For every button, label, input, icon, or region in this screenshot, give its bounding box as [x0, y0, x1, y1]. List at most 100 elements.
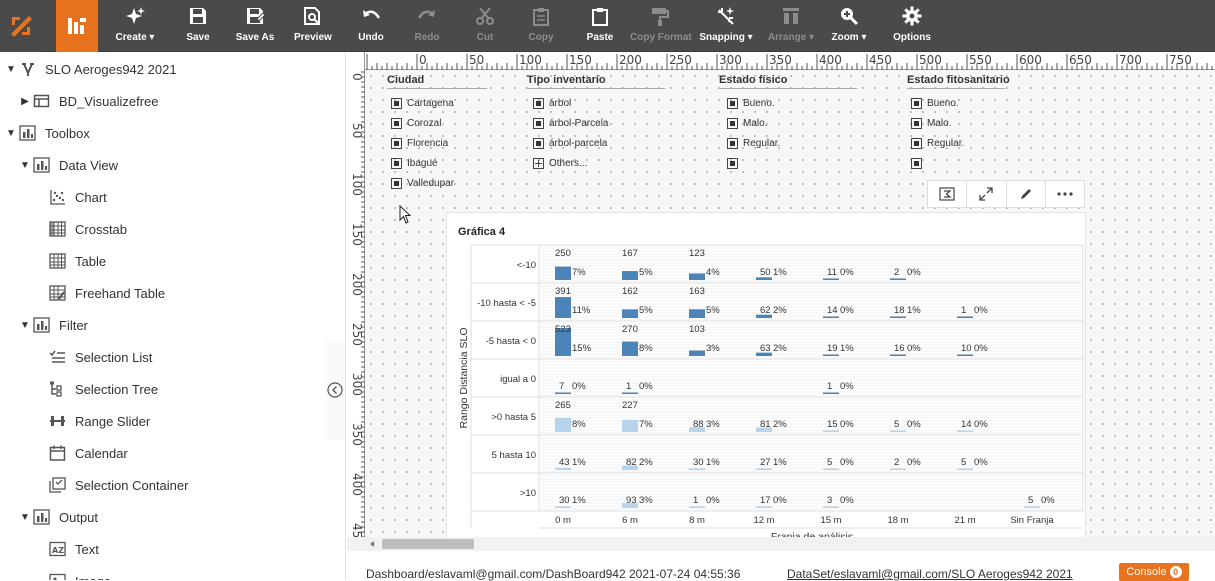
sidebar-item-text[interactable]: AZ Text	[48, 539, 99, 559]
selection-list-item[interactable]: árbol-parcela	[533, 133, 665, 153]
bar[interactable]	[756, 277, 772, 280]
selection-list-item[interactable]: Regular.	[911, 133, 1005, 153]
checkbox[interactable]	[911, 97, 922, 109]
bar[interactable]	[890, 316, 906, 319]
bar[interactable]	[756, 506, 772, 509]
sidebar-item-image[interactable]: Image	[48, 571, 111, 580]
bar[interactable]	[622, 392, 638, 395]
sidebar-item-output[interactable]: ▼ Output	[18, 507, 98, 527]
checkbox[interactable]	[533, 117, 544, 129]
bar[interactable]	[555, 417, 571, 432]
bar[interactable]	[622, 465, 638, 470]
cut-button[interactable]: Cut	[475, 4, 495, 50]
dashboard-canvas[interactable]: 0 50 100 150 200 250 300 350 400 450 500 550 600 650 7…	[347, 52, 1215, 545]
redo-button[interactable]: Redo	[414, 4, 440, 50]
checkbox[interactable]	[391, 137, 402, 149]
checkbox[interactable]	[727, 117, 738, 129]
dataset-path-link[interactable]: DataSet/eslavaml@gmail.com/SLO Aeroges94…	[787, 567, 1073, 581]
expand-icon[interactable]	[967, 181, 1007, 207]
selection-list-item[interactable]: Bueno.	[911, 93, 1005, 113]
more-icon[interactable]	[1046, 181, 1084, 207]
selection-list-item[interactable]: Others...	[533, 153, 665, 173]
selection-list-item[interactable]	[727, 153, 857, 173]
checkbox[interactable]	[911, 137, 922, 149]
bar[interactable]	[756, 352, 772, 356]
collapse-sidebar-button[interactable]	[325, 340, 345, 440]
checkbox[interactable]	[391, 177, 402, 189]
copy-format-button[interactable]: Copy Format	[630, 4, 692, 50]
bar[interactable]	[622, 419, 638, 432]
bar[interactable]	[890, 278, 906, 281]
expand-plus-icon[interactable]	[533, 157, 544, 169]
bar[interactable]	[823, 468, 839, 471]
sidebar-item-filter[interactable]: ▼ Filter	[18, 315, 88, 335]
checkbox[interactable]	[911, 157, 922, 169]
sidebar-item-chart[interactable]: Chart	[48, 187, 107, 207]
checkbox[interactable]	[727, 137, 738, 149]
scrollbar-thumb[interactable]	[382, 539, 474, 549]
sidebar-item-calendar[interactable]: Calendar	[48, 443, 128, 463]
bar[interactable]	[823, 278, 839, 281]
bar[interactable]	[957, 468, 973, 471]
checkbox[interactable]	[727, 97, 738, 109]
bar[interactable]	[622, 341, 638, 356]
bar[interactable]	[823, 316, 839, 319]
app-logo-icon[interactable]	[0, 0, 42, 52]
edit-pencil-icon[interactable]	[1007, 181, 1046, 207]
sidebar-item-freehand-table[interactable]: Freehand Table	[48, 283, 165, 303]
caret-down-icon[interactable]: ▼	[20, 511, 30, 523]
bar[interactable]	[689, 309, 705, 318]
bar[interactable]	[957, 354, 973, 357]
bar[interactable]	[689, 427, 705, 432]
bar[interactable]	[823, 430, 839, 433]
caret-down-icon[interactable]: ▼	[20, 319, 30, 331]
undo-button[interactable]: Undo	[358, 4, 384, 50]
selection-list-item[interactable]: Valledupar	[391, 173, 487, 193]
console-button[interactable]: Console 0	[1119, 563, 1189, 581]
selection-list-item[interactable]: árbol	[533, 93, 665, 113]
selection-list-item[interactable]: Corozal	[391, 113, 487, 133]
save-button[interactable]: Save	[185, 4, 211, 50]
sidebar-item-selection-list[interactable]: Selection List	[48, 347, 152, 367]
selection-list-item[interactable]: Ibagué	[391, 153, 487, 173]
bar[interactable]	[689, 350, 705, 356]
bar[interactable]	[622, 271, 638, 280]
selection-list-item[interactable]: Cartagena	[391, 93, 487, 113]
bar[interactable]	[890, 468, 906, 471]
checkbox[interactable]	[533, 97, 544, 109]
bar[interactable]	[756, 427, 772, 432]
selection-list-item[interactable]: Malo.	[727, 113, 857, 133]
bar[interactable]	[890, 354, 906, 357]
selection-list-item[interactable]: Malo.	[911, 113, 1005, 133]
arrange-button[interactable]: Arrange ▾	[766, 4, 816, 50]
paste-button[interactable]: Paste	[585, 4, 615, 50]
sidebar-item-table[interactable]: Table	[48, 251, 106, 271]
bar[interactable]	[756, 314, 772, 318]
bar[interactable]	[823, 392, 839, 395]
bar[interactable]	[555, 297, 571, 318]
options-button[interactable]: Options	[892, 4, 932, 50]
selection-list-item[interactable]: Bueno.	[727, 93, 857, 113]
checkbox[interactable]	[727, 157, 738, 169]
bar[interactable]	[1024, 506, 1040, 509]
bar[interactable]	[823, 354, 839, 357]
selection-list-item[interactable]	[911, 153, 1005, 173]
checkbox[interactable]	[911, 117, 922, 129]
zoom-button[interactable]: Zoom ▾	[829, 4, 869, 50]
bar[interactable]	[756, 468, 772, 471]
checkbox[interactable]	[391, 117, 402, 129]
visualize-logo-icon[interactable]	[56, 0, 98, 52]
bar[interactable]	[890, 430, 906, 433]
sidebar-item-slo-aeroges942-2021[interactable]: ▼ SLO Aeroges942 2021	[4, 59, 177, 79]
caret-down-icon[interactable]: ▼	[6, 63, 16, 75]
bar[interactable]	[555, 266, 571, 280]
sidebar-item-bd-visualizefree[interactable]: ▶ BD_Visualizefree	[18, 91, 158, 111]
bar[interactable]	[555, 506, 571, 508]
selection-list-item[interactable]: Regular.	[727, 133, 857, 153]
create-button[interactable]: Create ▾	[110, 4, 160, 50]
selection-list-item[interactable]: Florencia	[391, 133, 487, 153]
scroll-left-icon[interactable]	[370, 541, 374, 547]
bar[interactable]	[622, 309, 638, 318]
sidebar-item-range-slider[interactable]: Range Slider	[48, 411, 150, 431]
sidebar-item-data-view[interactable]: ▼ Data View	[18, 155, 118, 175]
